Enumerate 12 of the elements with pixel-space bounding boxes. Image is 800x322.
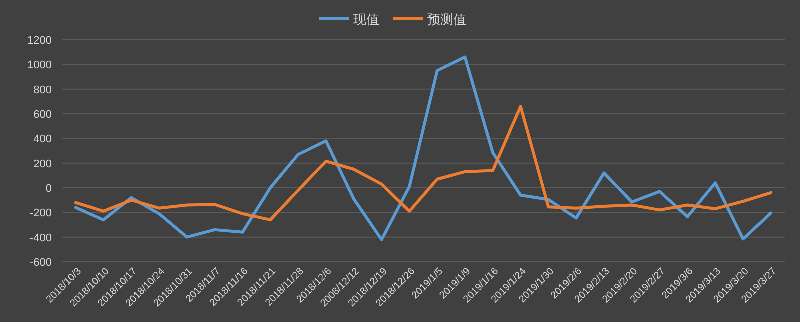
y-tick-label: 400: [34, 134, 52, 146]
y-tick-label: 1000: [28, 60, 52, 72]
y-tick-label: 1200: [28, 35, 52, 47]
y-tick-label: 0: [46, 183, 52, 195]
legend-label: 预测值: [428, 13, 466, 28]
y-tick-label: -400: [30, 232, 52, 244]
y-tick-label: 600: [34, 109, 52, 121]
y-tick-label: 800: [34, 84, 52, 96]
legend-label: 现值: [354, 13, 380, 28]
y-tick-label: -200: [30, 208, 52, 220]
y-tick-label: -600: [30, 257, 52, 269]
y-tick-label: 200: [34, 158, 52, 170]
